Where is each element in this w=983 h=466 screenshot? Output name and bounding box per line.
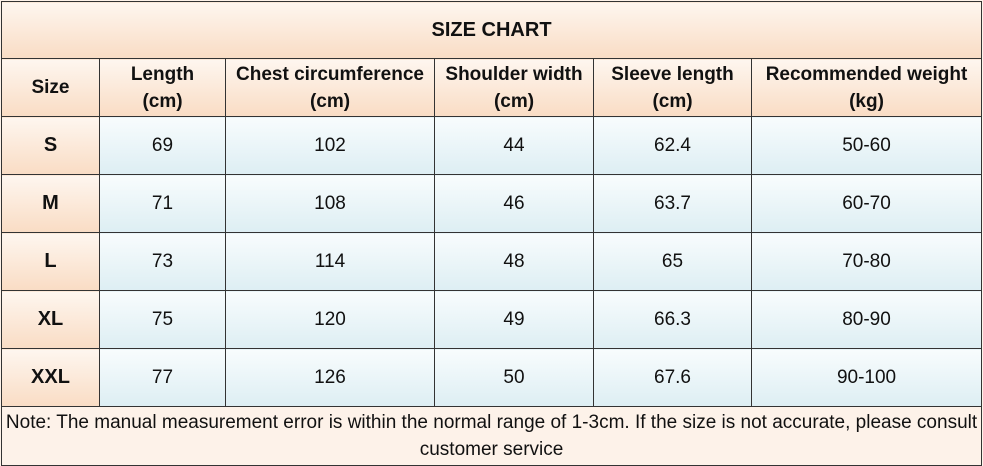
header-chest-unit: (cm)	[309, 90, 351, 112]
table-row: S 69 102 44 62.4 50-60	[1, 116, 983, 175]
chest-value: 108	[225, 174, 435, 233]
weight-value: 60-70	[750, 174, 983, 233]
title-row: SIZE CHART	[0, 1, 983, 59]
header-row: Size Length (cm) Chest circumference (cm…	[1, 58, 983, 117]
weight-value: 70-80	[750, 232, 983, 291]
sleeve-value: 65	[593, 232, 752, 291]
sleeve-value: 63.7	[593, 174, 752, 233]
shoulder-value: 48	[434, 232, 594, 291]
length-value: 69	[99, 116, 226, 175]
length-value: 77	[99, 348, 226, 407]
header-weight-label: Recommended weight	[765, 63, 968, 85]
header-length-label: Length	[130, 63, 195, 85]
table-row: L 73 114 48 65 70-80	[1, 232, 983, 291]
chest-value: 114	[225, 232, 435, 291]
weight-value: 80-90	[750, 290, 983, 349]
length-value: 73	[99, 232, 226, 291]
header-shoulder-label: Shoulder width	[445, 63, 583, 85]
header-weight: Recommended weight (kg)	[750, 58, 983, 117]
sleeve-value: 62.4	[593, 116, 752, 175]
note-row: Note: The manual measurement error is wi…	[0, 406, 983, 466]
chart-title: SIZE CHART	[0, 1, 983, 59]
shoulder-value: 44	[434, 116, 594, 175]
chest-value: 120	[225, 290, 435, 349]
header-chest: Chest circumference (cm)	[225, 58, 435, 117]
header-sleeve: Sleeve length (cm)	[593, 58, 752, 117]
weight-value: 50-60	[750, 116, 983, 175]
header-length: Length (cm)	[99, 58, 226, 117]
chest-value: 126	[225, 348, 435, 407]
size-label: XL	[1, 290, 100, 349]
measurement-note: Note: The manual measurement error is wi…	[0, 406, 983, 466]
header-length-unit: (cm)	[142, 90, 183, 112]
weight-value: 90-100	[750, 348, 983, 407]
header-chest-label: Chest circumference	[236, 63, 424, 85]
header-sleeve-label: Sleeve length	[611, 63, 734, 85]
shoulder-value: 49	[434, 290, 594, 349]
header-shoulder-unit: (cm)	[493, 90, 535, 112]
size-label: L	[1, 232, 100, 291]
size-label: M	[1, 174, 100, 233]
length-value: 71	[99, 174, 226, 233]
header-size: Size	[1, 58, 100, 117]
header-sleeve-unit: (cm)	[652, 90, 693, 112]
length-value: 75	[99, 290, 226, 349]
sleeve-value: 67.6	[593, 348, 752, 407]
shoulder-value: 46	[434, 174, 594, 233]
size-label: S	[1, 116, 100, 175]
size-label: XXL	[1, 348, 100, 407]
chest-value: 102	[225, 116, 435, 175]
table-row: XXL 77 126 50 67.6 90-100	[1, 348, 983, 407]
header-weight-unit: (kg)	[849, 90, 884, 112]
sleeve-value: 66.3	[593, 290, 752, 349]
header-size-label: Size	[31, 77, 70, 98]
shoulder-value: 50	[434, 348, 594, 407]
header-shoulder: Shoulder width (cm)	[434, 58, 594, 117]
table-row: M 71 108 46 63.7 60-70	[1, 174, 983, 233]
table-row: XL 75 120 49 66.3 80-90	[1, 290, 983, 349]
